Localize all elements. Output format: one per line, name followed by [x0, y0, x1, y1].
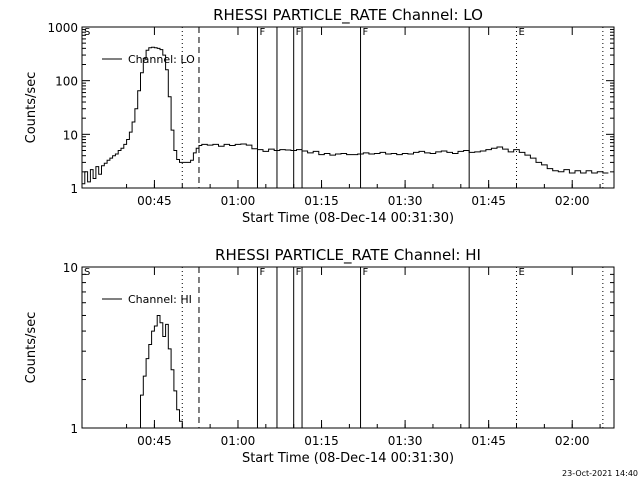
chart-title-1: RHESSI PARTICLE_RATE Channel: HI — [215, 246, 481, 265]
footer-timestamp: 23-Oct-2021 14:40 — [562, 469, 638, 478]
x-axis-label-1: Start Time (08-Dec-14 00:31:30) — [242, 451, 454, 466]
x-tick-label-0-1: 01:00 — [221, 194, 256, 208]
legend-label-0: Channel: LO — [128, 53, 195, 66]
y-tick-label-1-1: 10 — [63, 261, 78, 275]
y-axis-label-0: Counts/sec — [24, 72, 39, 144]
event-marker-label-1-5: F — [296, 267, 302, 278]
y-tick-label-0-2: 100 — [55, 75, 78, 89]
plot-frame-0 — [81, 26, 615, 189]
x-tick-label-1-5: 02:00 — [555, 434, 590, 448]
plot-frame-1 — [81, 266, 615, 429]
y-axis-label-1: Counts/sec — [24, 312, 39, 384]
y-tick-label-0-3: 1000 — [47, 21, 78, 35]
y-tick-label-0-0: 1 — [70, 182, 78, 196]
y-tick-label-0-1: 10 — [63, 128, 78, 142]
event-marker-label-1-3: F — [259, 267, 265, 278]
x-tick-label-1-0: 00:45 — [137, 434, 172, 448]
event-marker-label-1-7: F — [363, 267, 369, 278]
y-tick-label-1-0: 1 — [70, 422, 78, 436]
event-marker-label-0-7: F — [363, 27, 369, 38]
event-marker-label-1-0: S — [84, 267, 90, 278]
legend-label-1: Channel: HI — [128, 293, 192, 306]
x-tick-label-0-2: 01:15 — [304, 194, 339, 208]
x-axis-label-0: Start Time (08-Dec-14 00:31:30) — [242, 211, 454, 226]
x-tick-label-0-0: 00:45 — [137, 194, 172, 208]
event-marker-label-0-5: F — [296, 27, 302, 38]
x-tick-label-0-4: 01:45 — [471, 194, 506, 208]
data-series-0-0 — [82, 46, 609, 185]
event-marker-label-0-0: S — [84, 27, 90, 38]
event-marker-label-1-9: E — [519, 267, 525, 278]
x-tick-label-0-5: 02:00 — [555, 194, 590, 208]
x-tick-label-1-2: 01:15 — [304, 434, 339, 448]
x-tick-label-0-3: 01:30 — [388, 194, 423, 208]
data-series-1-0 — [137, 315, 183, 429]
x-tick-label-1-1: 01:00 — [221, 434, 256, 448]
x-tick-label-1-4: 01:45 — [471, 434, 506, 448]
chart-title-0: RHESSI PARTICLE_RATE Channel: LO — [213, 6, 483, 25]
event-marker-label-0-9: E — [519, 27, 525, 38]
x-tick-label-1-3: 01:30 — [388, 434, 423, 448]
event-marker-label-0-3: F — [259, 27, 265, 38]
